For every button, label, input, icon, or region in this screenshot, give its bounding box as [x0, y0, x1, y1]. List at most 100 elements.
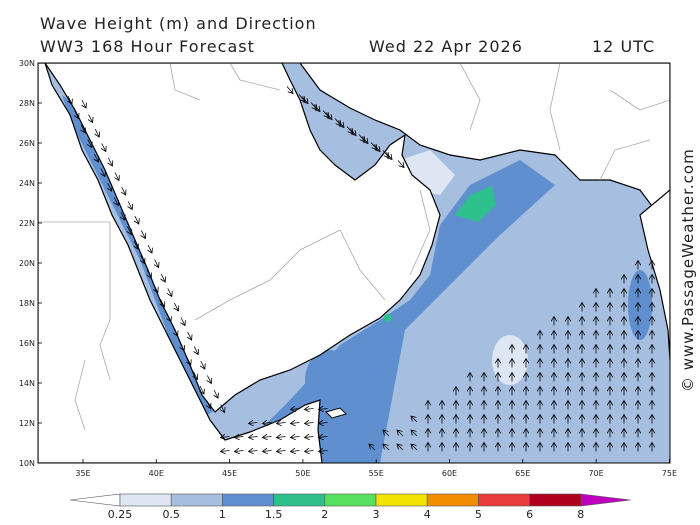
- wave-arrow: [75, 110, 79, 119]
- wave-arrow: [221, 404, 225, 413]
- wave-arrow: [161, 273, 165, 282]
- colorbar-segment: [119, 493, 172, 507]
- wave-arrow: [319, 409, 328, 410]
- lat-tick-label: 10N: [19, 459, 35, 468]
- wave-arrow: [249, 437, 258, 438]
- wave-arrow: [249, 451, 258, 452]
- wave-arrow: [291, 423, 300, 424]
- lat-tick-label: 18N: [19, 299, 35, 308]
- colorbar-label: 0.5: [162, 508, 180, 521]
- wave-arrow: [346, 126, 353, 134]
- wave-arrow: [135, 215, 139, 224]
- wave-arrow: [397, 444, 404, 451]
- colorbar-high-end: [580, 493, 631, 507]
- wave-arrow: [358, 134, 365, 142]
- wave-arrow: [277, 423, 286, 424]
- wave-arrow: [148, 244, 152, 253]
- wave-arrow: [277, 437, 286, 438]
- wave-arrow: [207, 375, 211, 384]
- wave-arrow: [141, 255, 145, 264]
- wave-zone-1m-aden: [305, 350, 355, 410]
- wave-arrow: [168, 288, 172, 297]
- colorbar-label: 3: [373, 508, 380, 521]
- wave-arrow: [249, 423, 258, 424]
- wave-zone-2m: [455, 186, 496, 222]
- lon-tick-label: 65E: [515, 469, 530, 478]
- wave-arrow: [319, 451, 328, 452]
- wave-arrow: [193, 371, 197, 380]
- colorbar-label: 2: [321, 508, 328, 521]
- wave-arrow: [286, 86, 293, 94]
- lat-tick-label: 20N: [19, 259, 35, 268]
- wave-arrow: [108, 182, 112, 191]
- wave-arrow: [174, 302, 178, 311]
- longitude-labels: 35E 40E 45E 50E 55E 60E 65E 70E 75E: [75, 459, 677, 478]
- wave-arrow: [319, 423, 328, 424]
- wave-arrow: [160, 298, 164, 307]
- lat-tick-label: 14N: [19, 379, 35, 388]
- wave-arrow: [263, 437, 272, 438]
- wave-arrow: [207, 400, 211, 409]
- wave-arrow: [114, 197, 118, 206]
- colorbar-segment: [478, 493, 530, 507]
- wave-arrow: [187, 356, 191, 365]
- colorbar-segment: [324, 493, 377, 507]
- map-title: Wave Height (m) and Direction: [40, 14, 317, 33]
- colorbar-label: 1: [219, 508, 226, 521]
- wave-arrow: [122, 186, 126, 195]
- wave-arrow: [305, 409, 314, 410]
- wave-arrow: [82, 99, 86, 108]
- color-scale-bar: [69, 493, 631, 507]
- colorbar-label: 6: [526, 508, 533, 521]
- wave-arrow: [319, 437, 328, 438]
- lat-tick-label: 16N: [19, 339, 35, 348]
- colorbar-segment: [426, 493, 479, 507]
- wave-arrow: [180, 342, 184, 351]
- wave-arrow: [298, 94, 305, 102]
- country-borders: [38, 63, 670, 431]
- wave-arrow: [81, 124, 85, 133]
- wave-arrow: [155, 259, 159, 268]
- wave-arrow: [383, 430, 390, 437]
- wave-arrow: [102, 143, 106, 152]
- wave-arrow: [134, 240, 138, 249]
- wave-arrow: [382, 150, 389, 158]
- colorbar-label: 5: [475, 508, 482, 521]
- wave-arrow: [108, 157, 112, 166]
- wave-arrow: [291, 409, 300, 410]
- colorbar-segment: [273, 493, 326, 507]
- lat-tick-label: 30N: [19, 59, 35, 68]
- wave-arrow: [121, 211, 125, 220]
- wave-arrow: [127, 226, 131, 235]
- colorbar-label: 1.5: [265, 508, 283, 521]
- wave-arrow: [305, 423, 314, 424]
- wave-arrow: [174, 327, 178, 336]
- wave-arrow: [167, 313, 171, 322]
- forecast-label: WW3 168 Hour Forecast: [40, 37, 255, 56]
- latitude-labels: 30N 28N 26N 24N 22N 20N 18N 16N 14N 12N 10N: [19, 59, 42, 468]
- wave-arrow: [221, 437, 230, 438]
- wave-arrow: [235, 437, 244, 438]
- wave-arrow: [263, 423, 272, 424]
- colorbar-segment: [375, 493, 428, 507]
- wave-arrow: [201, 360, 205, 369]
- wave-arrow: [95, 128, 99, 137]
- lon-tick-label: 70E: [588, 469, 603, 478]
- wave-arrow: [89, 114, 93, 123]
- forecast-time: 12 UTC: [592, 37, 656, 56]
- colorbar-label: 0.25: [108, 508, 133, 521]
- site-credit: © www.PassageWeather.com: [679, 148, 697, 392]
- wave-arrow: [310, 102, 317, 110]
- wave-zone-2m-small: [384, 314, 392, 322]
- colorbar-segment: [222, 493, 274, 507]
- wave-arrow: [181, 317, 185, 326]
- wave-arrow: [128, 201, 132, 210]
- wave-arrow: [88, 139, 92, 148]
- wave-arrow: [411, 444, 418, 451]
- lat-tick-label: 12N: [19, 419, 35, 428]
- lon-tick-label: 35E: [75, 469, 90, 478]
- color-scale-labels: 0.25 0.5 1 1.5 2 3 4 5 6 8: [108, 508, 585, 521]
- wave-arrow: [411, 430, 418, 437]
- wave-arrow: [383, 444, 390, 451]
